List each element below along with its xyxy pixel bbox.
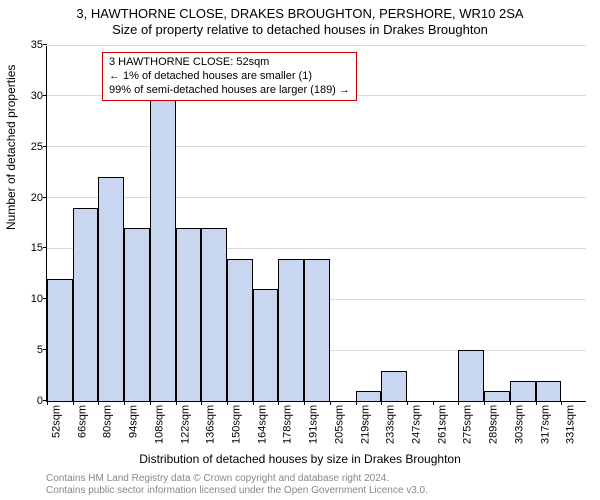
histogram-bar (201, 228, 227, 401)
chart-container: 3, HAWTHORNE CLOSE, DRAKES BROUGHTON, PE… (0, 0, 600, 500)
x-tick-label: 108sqm (153, 405, 165, 444)
histogram-bar (278, 259, 304, 401)
x-tick-label: 164sqm (256, 405, 268, 444)
x-tick-mark (356, 401, 357, 405)
footer-line-2: Contains public sector information licen… (46, 485, 428, 496)
info-box-line: 99% of semi-detached houses are larger (… (109, 84, 350, 98)
info-box: 3 HAWTHORNE CLOSE: 52sqm← 1% of detached… (102, 52, 357, 101)
x-tick-label: 150sqm (231, 405, 243, 444)
histogram-bar (536, 381, 562, 401)
x-axis-label: Distribution of detached houses by size … (0, 452, 600, 466)
histogram-bar (356, 391, 382, 401)
x-tick-label: 80sqm (102, 405, 114, 438)
x-tick-mark (458, 401, 459, 405)
histogram-bar (73, 208, 99, 401)
x-tick-label: 136sqm (205, 405, 217, 444)
x-tick-label: 261sqm (436, 405, 448, 444)
histogram-bar (304, 259, 330, 401)
x-tick-label: 303sqm (513, 405, 525, 444)
histogram-bar (150, 96, 176, 401)
x-tick-mark (47, 401, 48, 405)
y-tick-mark (43, 298, 47, 299)
histogram-bar (458, 350, 484, 401)
y-tick-mark (43, 197, 47, 198)
chart-title-subtitle: Size of property relative to detached ho… (0, 22, 600, 37)
y-axis-label: Number of detached properties (4, 65, 18, 230)
x-tick-mark (278, 401, 279, 405)
y-tick-label: 5 (19, 344, 47, 356)
x-tick-mark (536, 401, 537, 405)
y-tick-label: 20 (19, 192, 47, 204)
y-tick-mark (43, 349, 47, 350)
histogram-bar (47, 279, 73, 401)
x-tick-mark (381, 401, 382, 405)
y-tick-mark (43, 44, 47, 45)
plot-area: 05101520253035 52sqm66sqm80sqm94sqm108sq… (46, 46, 586, 402)
x-tick-mark (124, 401, 125, 405)
x-tick-label: 178sqm (282, 405, 294, 444)
x-tick-mark (484, 401, 485, 405)
footer-line-1: Contains HM Land Registry data © Crown c… (46, 473, 389, 484)
y-tick-label: 15 (19, 242, 47, 254)
histogram-bar (510, 381, 536, 401)
x-tick-mark (561, 401, 562, 405)
x-tick-label: 247sqm (411, 405, 423, 444)
x-tick-mark (98, 401, 99, 405)
y-tick-label: 25 (19, 141, 47, 153)
x-tick-label: 191sqm (308, 405, 320, 444)
x-tick-mark (510, 401, 511, 405)
y-tick-label: 30 (19, 90, 47, 102)
x-tick-label: 66sqm (76, 405, 88, 438)
x-tick-label: 205sqm (333, 405, 345, 444)
x-tick-label: 122sqm (179, 405, 191, 444)
x-tick-mark (304, 401, 305, 405)
x-tick-mark (330, 401, 331, 405)
x-tick-mark (73, 401, 74, 405)
y-tick-label: 35 (19, 39, 47, 51)
histogram-bar (124, 228, 150, 401)
x-tick-mark (227, 401, 228, 405)
x-tick-mark (176, 401, 177, 405)
y-tick-mark (43, 146, 47, 147)
histogram-bar (98, 177, 124, 401)
x-tick-label: 94sqm (128, 405, 140, 438)
y-tick-mark (43, 247, 47, 248)
x-tick-mark (433, 401, 434, 405)
x-tick-mark (253, 401, 254, 405)
histogram-bar (484, 391, 510, 401)
x-tick-label: 52sqm (51, 405, 63, 438)
info-box-line: ← 1% of detached houses are smaller (1) (109, 70, 350, 84)
x-tick-label: 233sqm (385, 405, 397, 444)
x-tick-label: 289sqm (488, 405, 500, 444)
chart-title-address: 3, HAWTHORNE CLOSE, DRAKES BROUGHTON, PE… (0, 6, 600, 21)
x-tick-label: 317sqm (539, 405, 551, 444)
x-tick-mark (150, 401, 151, 405)
histogram-bar (253, 289, 279, 401)
y-tick-label: 10 (19, 293, 47, 305)
y-tick-mark (43, 95, 47, 96)
histogram-bar (227, 259, 253, 401)
histogram-bar (176, 228, 202, 401)
x-tick-label: 331sqm (565, 405, 577, 444)
x-tick-mark (201, 401, 202, 405)
x-tick-label: 219sqm (359, 405, 371, 444)
info-box-line: 3 HAWTHORNE CLOSE: 52sqm (109, 56, 350, 70)
x-tick-label: 275sqm (462, 405, 474, 444)
y-tick-label: 0 (19, 395, 47, 407)
histogram-bar (381, 371, 407, 402)
x-tick-mark (407, 401, 408, 405)
